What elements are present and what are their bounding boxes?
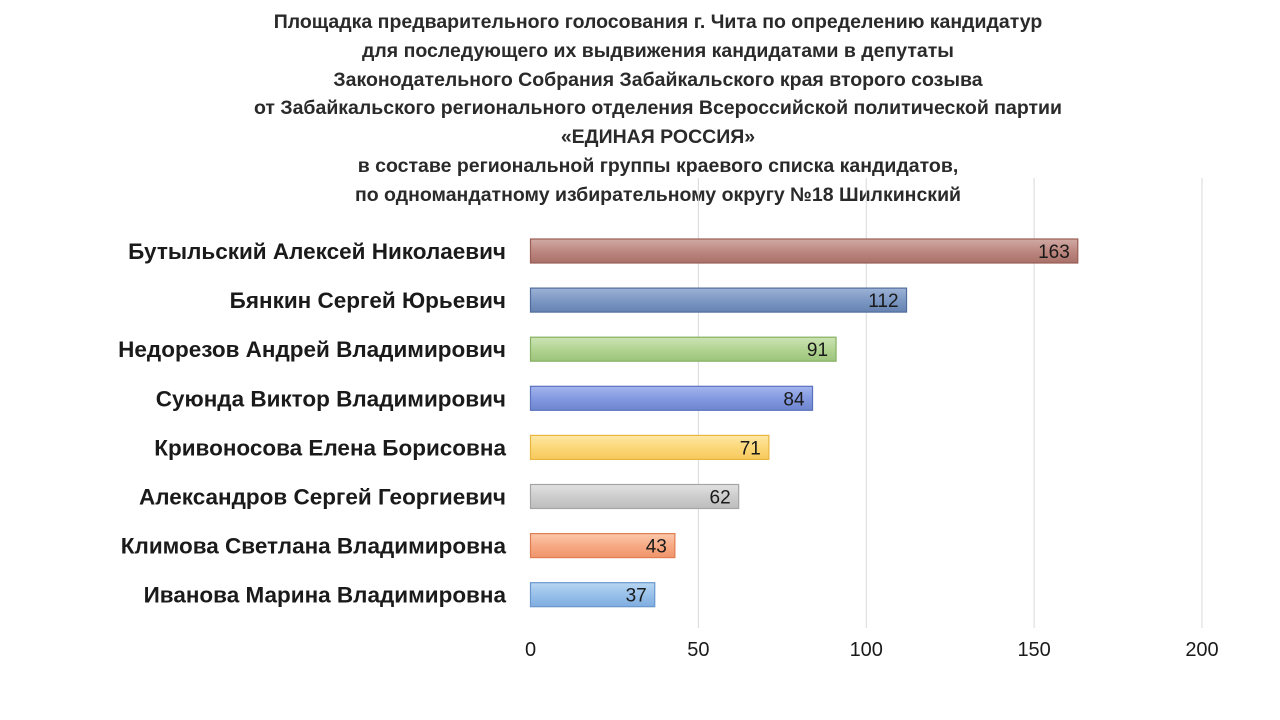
data-label: 43 <box>646 537 667 558</box>
bar <box>529 532 676 559</box>
category-label: Бянкин Сергей Юрьевич <box>230 288 506 313</box>
category-label: Бутыльский Алексей Николаевич <box>128 239 506 264</box>
bar <box>529 483 740 510</box>
bar <box>529 287 908 313</box>
chart-title: Площадка предварительного голосования г.… <box>0 8 1280 210</box>
x-tick-label: 100 <box>850 639 883 661</box>
x-tick-label: 150 <box>1017 639 1050 661</box>
chart-title-line: Площадка предварительного голосования г.… <box>273 11 1043 33</box>
category-label: Климова Светлана Владимировна <box>121 534 507 559</box>
data-label: 37 <box>626 586 647 607</box>
chart-title-line: «ЕДИНАЯ РОССИЯ» <box>560 126 756 149</box>
bars <box>529 238 1079 608</box>
chart-title-line: Законодательного Собрания Забайкальского… <box>333 68 983 91</box>
bar <box>529 385 814 411</box>
chart-title-line: от Забайкальского регионального отделени… <box>253 97 1063 120</box>
chart-title-line: по одномандатному избирательному округу … <box>354 183 962 206</box>
data-label: 62 <box>710 488 731 509</box>
category-label: Александров Сергей Георгиевич <box>139 485 506 510</box>
category-label: Иванова Марина Владимировна <box>144 583 507 608</box>
category-labels: Бутыльский Алексей Николаевич Бянкин Серг… <box>118 239 506 608</box>
category-label: Недорезов Андрей Владимирович <box>118 337 506 362</box>
data-label: 91 <box>807 340 828 361</box>
category-label: Суюнда Виктор Владимирович <box>156 386 506 411</box>
bar <box>529 238 1079 264</box>
chart-title-line: в составе региональной группы краевого с… <box>357 154 959 177</box>
data-label: 71 <box>740 438 761 459</box>
data-label: 163 <box>1038 242 1070 263</box>
x-axis-tick-labels: 0 50 100 150 200 <box>525 639 1219 661</box>
chart-title-line: для последующего их выдвижения кандидата… <box>362 39 954 62</box>
bar <box>529 434 770 460</box>
category-label: Кривоносова Елена Борисовна <box>154 435 506 460</box>
bar <box>529 582 656 608</box>
x-tick-label: 0 <box>525 639 536 661</box>
data-label: 84 <box>783 389 805 410</box>
bar <box>529 336 837 362</box>
x-tick-label: 50 <box>687 639 709 661</box>
x-tick-label: 200 <box>1185 639 1218 661</box>
data-labels: 163 112 91 84 71 62 43 37 <box>626 242 1070 607</box>
data-label: 112 <box>868 291 898 312</box>
